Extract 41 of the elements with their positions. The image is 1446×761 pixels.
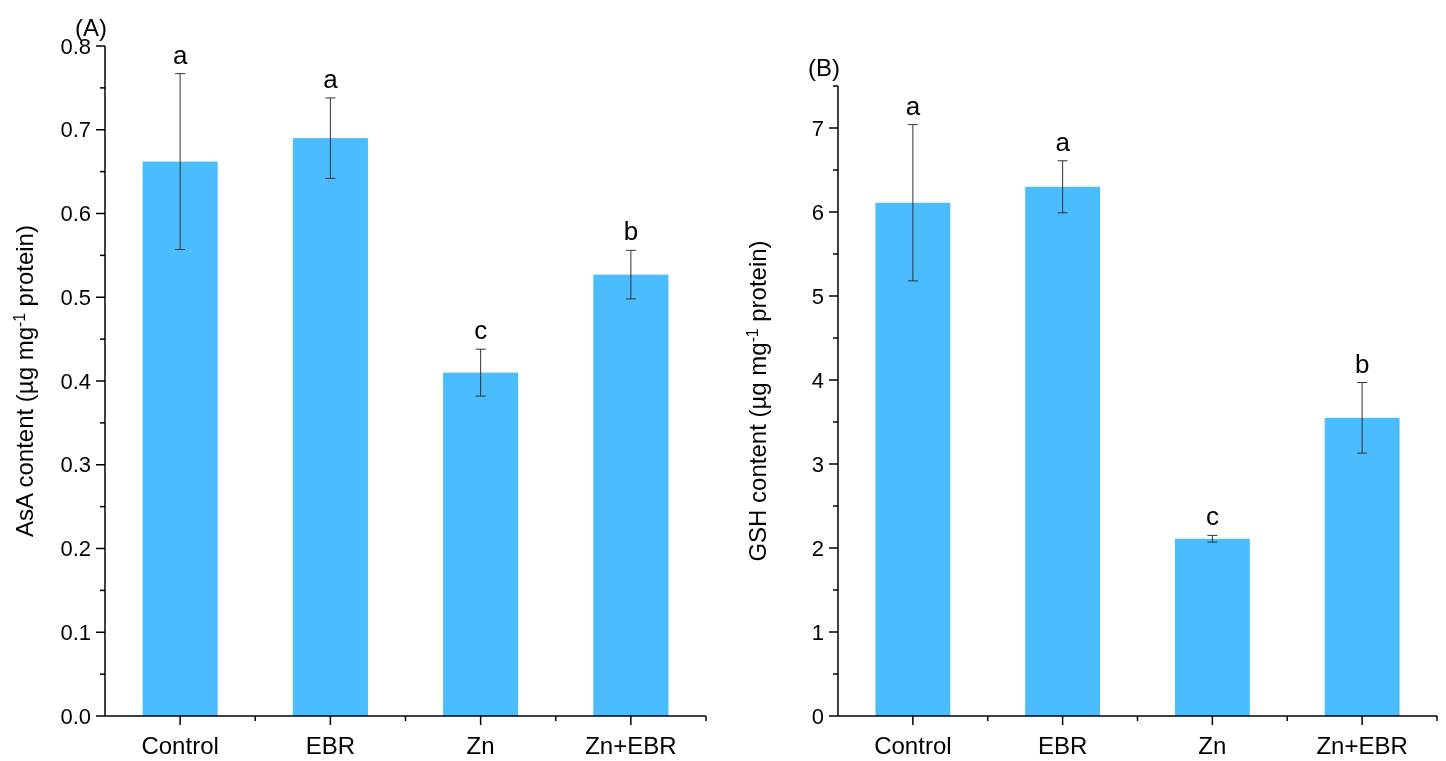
- y-tick-label: 0: [811, 703, 824, 729]
- x-tick-label: Zn: [1198, 732, 1227, 759]
- y-tick-label: 0.5: [60, 284, 91, 310]
- y-tick-label: 4: [811, 367, 824, 393]
- x-tick-label: Control: [874, 732, 952, 759]
- annotation: c: [474, 315, 488, 346]
- y-tick-label: 7: [811, 115, 824, 141]
- x-tick-label: Zn+EBR: [585, 732, 677, 759]
- x-tick-label: EBR: [305, 732, 356, 759]
- annotation: a: [1055, 126, 1071, 157]
- y-tick-label: 0.3: [60, 452, 91, 478]
- bar: [1324, 417, 1400, 716]
- y-tick-label: 0.7: [60, 117, 91, 143]
- bar: [142, 161, 218, 716]
- y-tick-label: 5: [811, 283, 824, 309]
- bar: [593, 274, 669, 716]
- bar: [292, 138, 368, 716]
- y-tick-label: 0.1: [60, 619, 91, 645]
- y-tick-label: 3: [811, 451, 824, 477]
- annotation: a: [323, 63, 339, 94]
- annotation: a: [172, 39, 188, 70]
- bar: [875, 202, 951, 716]
- annotation: b: [623, 216, 639, 247]
- bar: [443, 372, 519, 716]
- y-tick-label: 2: [811, 535, 824, 561]
- y-tick-label: 6: [811, 199, 824, 225]
- x-tick-label: Control: [141, 732, 219, 759]
- y-tick-label: 0.2: [60, 536, 91, 562]
- bar: [1174, 538, 1250, 716]
- y-tick-label: 0.0: [60, 703, 91, 729]
- y-tick-label: 0.4: [60, 368, 91, 394]
- annotation: a: [905, 90, 921, 121]
- x-tick-label: Zn+EBR: [1316, 732, 1408, 759]
- annotation: b: [1354, 348, 1370, 379]
- x-tick-label: Zn: [466, 732, 495, 759]
- bar: [1025, 186, 1101, 716]
- y-tick-label: 1: [811, 619, 824, 645]
- chart-title: (B): [808, 54, 840, 81]
- annotation: c: [1205, 501, 1219, 532]
- y-tick-label: 0.6: [60, 201, 91, 227]
- x-tick-label: EBR: [1037, 732, 1088, 759]
